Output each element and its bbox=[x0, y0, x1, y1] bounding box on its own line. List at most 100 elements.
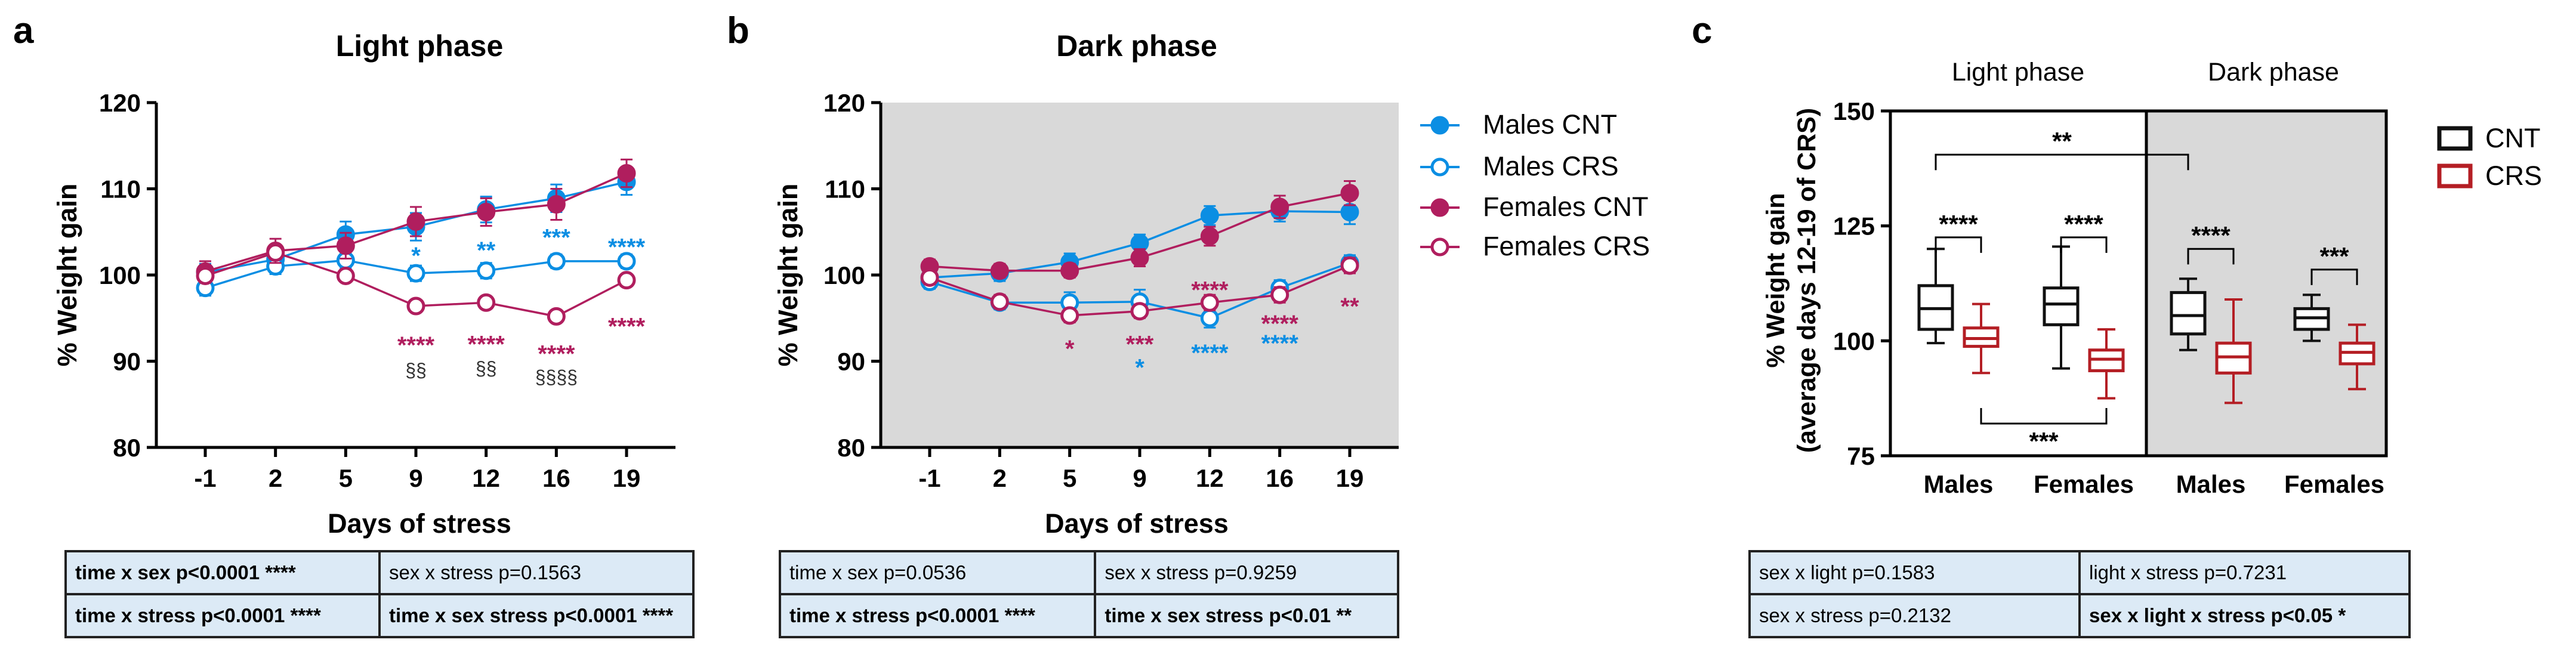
stats-row: time x stress p<0.0001 **** time x sex s… bbox=[64, 593, 695, 638]
y-tick-label: 120 bbox=[823, 89, 865, 117]
bracket-label: **** bbox=[2191, 221, 2231, 249]
legend-item-males-cnt: Males CNT bbox=[1420, 109, 1617, 140]
stats-row: sex x light p=0.1583 light x stress p=0.… bbox=[1748, 550, 2411, 595]
stats-cell: sex x light x stress p<0.05 * bbox=[2078, 593, 2411, 638]
data-point bbox=[1270, 285, 1289, 304]
data-point bbox=[1200, 308, 1219, 328]
significance-label: **** bbox=[1191, 277, 1229, 304]
y-tick-label: 120 bbox=[99, 89, 141, 117]
data-point bbox=[1200, 227, 1219, 246]
stats-cell: sex x stress p=0.9259 bbox=[1094, 550, 1399, 595]
data-point bbox=[1200, 293, 1219, 312]
legend-item-crs: CRS bbox=[2437, 160, 2542, 191]
x-tick-label: 16 bbox=[542, 464, 570, 492]
legend-label-males-cnt: Males CNT bbox=[1483, 109, 1617, 140]
box-cnt bbox=[2170, 277, 2207, 351]
data-point bbox=[547, 195, 566, 214]
bracket-label: *** bbox=[2319, 242, 2349, 270]
panel-a-y-label: % Weight gain bbox=[52, 184, 82, 367]
panel-c-brackets: **** **** ************ bbox=[1935, 127, 2358, 455]
box-legend: CNT CRS bbox=[2437, 123, 2542, 191]
legend-label-crs: CRS bbox=[2485, 160, 2542, 191]
significance-label: **** bbox=[397, 332, 435, 359]
panel-b-y-label: % Weight gain bbox=[773, 184, 803, 367]
significance-label: ** bbox=[1340, 294, 1359, 320]
legend-item-females-crs: Females CRS bbox=[1420, 231, 1650, 261]
panel-c-y-label-2: (average days 12-19 of CRS) bbox=[1793, 108, 1821, 453]
legend-marker-females-crs bbox=[1430, 237, 1449, 257]
box-body bbox=[2170, 291, 2207, 336]
stats-cell: time x stress p<0.0001 **** bbox=[64, 593, 381, 638]
panel-c-phase-label-dark: Dark phase bbox=[2208, 58, 2339, 87]
y-tick-label: 100 bbox=[99, 261, 141, 289]
significance-bracket bbox=[1935, 153, 2189, 171]
x-tick-label: 2 bbox=[269, 464, 282, 492]
x-tick-label: 12 bbox=[1196, 464, 1224, 492]
stats-table-c: sex x light p=0.1583 light x stress p=0.… bbox=[1748, 550, 2411, 638]
y-tick-label: 100 bbox=[1833, 327, 1875, 355]
significance-bracket bbox=[2310, 268, 2358, 285]
data-point bbox=[336, 236, 355, 255]
x-tick-label: 19 bbox=[613, 464, 641, 492]
stats-cell: time x sex stress p<0.0001 **** bbox=[378, 593, 695, 638]
significance-bracket bbox=[2187, 248, 2235, 265]
stats-cell: sex x stress p=0.1563 bbox=[378, 550, 695, 595]
x-tick-label: 2 bbox=[993, 464, 1007, 492]
data-point bbox=[477, 261, 496, 280]
data-point bbox=[547, 252, 566, 271]
series-females-cnt bbox=[920, 180, 1359, 280]
panel-a-series bbox=[196, 158, 636, 326]
panel-c-y-ticks: 75 100 125 150 bbox=[1833, 97, 1890, 470]
y-tick-label: 110 bbox=[825, 175, 865, 203]
stats-cell: time x stress p<0.0001 **** bbox=[778, 593, 1097, 638]
legend-marker-males-cnt bbox=[1430, 116, 1449, 135]
y-tick-label: 150 bbox=[1833, 97, 1875, 125]
box-crs bbox=[2088, 328, 2125, 400]
box-body bbox=[2043, 286, 2080, 326]
significance-label: §§ bbox=[476, 358, 497, 379]
y-tick-label: 80 bbox=[837, 434, 865, 462]
stats-row: sex x stress p=0.2132 sex x light x stre… bbox=[1748, 593, 2411, 638]
panel-a-x-ticks: -1 2 5 9 12 16 19 bbox=[194, 447, 640, 492]
legend-label-males-crs: Males CRS bbox=[1483, 151, 1619, 181]
data-point bbox=[477, 203, 496, 222]
stats-cell: time x sex p<0.0001 **** bbox=[64, 550, 381, 595]
data-point bbox=[1130, 302, 1149, 321]
x-category-label: Females bbox=[2034, 470, 2134, 498]
panel-c: c Light phase Dark phase 75 100 125 150 Mal… bbox=[1692, 10, 2542, 498]
significance-label: **** bbox=[608, 234, 646, 260]
panel-b-x-ticks: -1 2 5 9 12 16 19 bbox=[918, 447, 1363, 492]
x-category-label: Males bbox=[1924, 470, 1994, 498]
data-point bbox=[617, 252, 636, 271]
significance-label: §§ bbox=[405, 359, 427, 381]
y-tick-label: 80 bbox=[113, 434, 141, 462]
x-tick-label: -1 bbox=[918, 464, 940, 492]
y-tick-label: 90 bbox=[837, 348, 865, 376]
significance-bracket bbox=[2060, 236, 2108, 253]
panel-b-y-ticks: 80 90 100 110 120 bbox=[823, 89, 881, 462]
y-tick-label: 90 bbox=[113, 348, 141, 376]
data-point bbox=[617, 163, 636, 183]
box-crs bbox=[1963, 302, 2000, 375]
x-tick-label: 5 bbox=[1063, 464, 1076, 492]
x-tick-label: 9 bbox=[409, 464, 422, 492]
legend-label-females-cnt: Females CNT bbox=[1483, 191, 1649, 222]
significance-bracket bbox=[1935, 236, 1982, 253]
panel-b-title: Dark phase bbox=[1056, 29, 1217, 63]
data-point bbox=[990, 261, 1009, 280]
box-crs bbox=[2215, 298, 2252, 404]
significance-label: **** bbox=[1191, 340, 1229, 366]
stats-row: time x sex p<0.0001 **** sex x stress p=… bbox=[64, 550, 695, 595]
bracket-label: ** bbox=[2052, 127, 2072, 155]
box-crs bbox=[2339, 323, 2376, 391]
significance-label: * bbox=[1065, 336, 1075, 362]
stats-table-b: time x sex p=0.0536 sex x stress p=0.925… bbox=[778, 550, 1399, 638]
data-point bbox=[1340, 184, 1359, 203]
significance-label: **** bbox=[608, 313, 646, 339]
y-tick-label: 110 bbox=[100, 175, 141, 203]
data-point bbox=[266, 243, 285, 262]
stats-cell: sex x stress p=0.2132 bbox=[1748, 593, 2081, 638]
legend-label-cnt: CNT bbox=[2485, 123, 2540, 153]
stats-row: time x sex p=0.0536 sex x stress p=0.925… bbox=[778, 550, 1399, 595]
